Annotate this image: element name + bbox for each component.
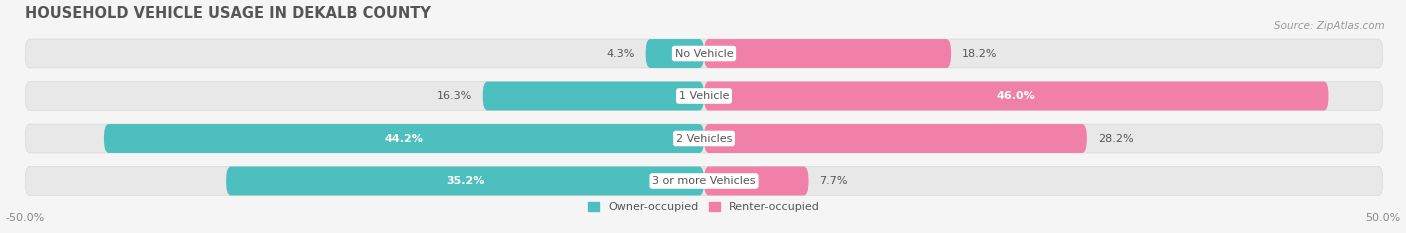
FancyBboxPatch shape: [226, 167, 704, 195]
Text: 7.7%: 7.7%: [820, 176, 848, 186]
Text: 2 Vehicles: 2 Vehicles: [676, 134, 733, 144]
FancyBboxPatch shape: [482, 82, 704, 110]
FancyBboxPatch shape: [25, 167, 1384, 195]
FancyBboxPatch shape: [645, 39, 704, 68]
FancyBboxPatch shape: [704, 82, 1329, 110]
Text: 4.3%: 4.3%: [606, 48, 634, 58]
Text: 28.2%: 28.2%: [1098, 134, 1133, 144]
Text: Source: ZipAtlas.com: Source: ZipAtlas.com: [1274, 21, 1385, 31]
FancyBboxPatch shape: [704, 124, 1087, 153]
Text: 16.3%: 16.3%: [437, 91, 472, 101]
Text: 18.2%: 18.2%: [962, 48, 997, 58]
Text: HOUSEHOLD VEHICLE USAGE IN DEKALB COUNTY: HOUSEHOLD VEHICLE USAGE IN DEKALB COUNTY: [25, 6, 432, 21]
FancyBboxPatch shape: [25, 39, 1384, 68]
FancyBboxPatch shape: [25, 82, 1384, 110]
Text: 44.2%: 44.2%: [384, 134, 423, 144]
Text: 46.0%: 46.0%: [997, 91, 1036, 101]
FancyBboxPatch shape: [704, 39, 950, 68]
FancyBboxPatch shape: [704, 167, 808, 195]
Legend: Owner-occupied, Renter-occupied: Owner-occupied, Renter-occupied: [588, 202, 820, 212]
Text: 35.2%: 35.2%: [446, 176, 484, 186]
Text: 1 Vehicle: 1 Vehicle: [679, 91, 730, 101]
FancyBboxPatch shape: [104, 124, 704, 153]
Text: No Vehicle: No Vehicle: [675, 48, 734, 58]
Text: 3 or more Vehicles: 3 or more Vehicles: [652, 176, 756, 186]
FancyBboxPatch shape: [25, 124, 1384, 153]
